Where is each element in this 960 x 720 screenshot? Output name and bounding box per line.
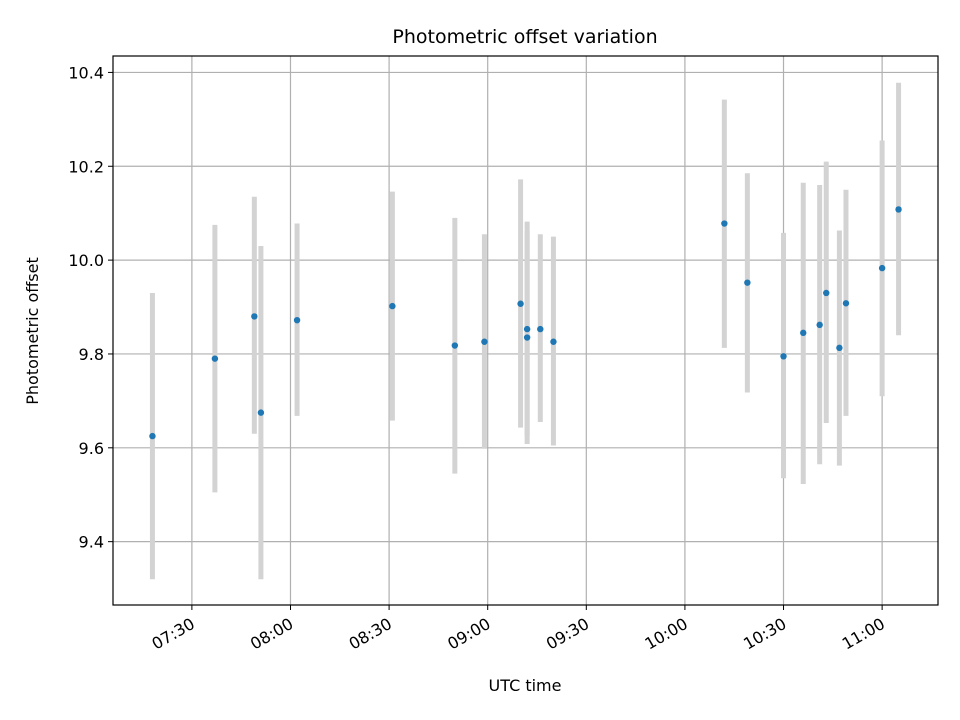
data-point	[451, 342, 459, 349]
data-point	[800, 329, 807, 337]
data-point	[721, 220, 728, 227]
data-point	[523, 325, 531, 333]
y-tick-label: 10.0	[68, 251, 104, 270]
data-point	[149, 432, 156, 440]
data-point	[823, 289, 830, 297]
grid-lines	[113, 56, 938, 605]
data-point	[257, 409, 265, 416]
y-tick-label: 9.6	[79, 439, 104, 458]
plot-frame	[112, 55, 939, 606]
data-point	[251, 313, 258, 320]
data-point	[537, 325, 544, 333]
y-axis-title: Photometric offset	[23, 257, 42, 405]
data-point	[895, 206, 902, 213]
y-tick-label: 10.2	[68, 157, 104, 176]
data-point	[523, 334, 531, 341]
data-point	[842, 300, 850, 307]
data-point	[211, 355, 219, 362]
data-point	[517, 300, 524, 307]
data-point	[836, 344, 843, 352]
data-point	[878, 264, 886, 272]
data-point	[550, 338, 557, 345]
data-point	[481, 338, 488, 345]
data-point	[816, 321, 823, 329]
data-point	[780, 353, 787, 360]
data-point	[744, 279, 751, 286]
chart-title: Photometric offset variation	[392, 26, 657, 48]
y-axis-ticks: 9.4 9.6 9.8 10.0 10.2 10.4	[68, 63, 113, 552]
y-tick-label: 9.8	[79, 345, 104, 364]
data-point	[293, 316, 301, 324]
y-tick-label: 9.4	[79, 533, 104, 552]
data-point	[389, 302, 396, 310]
x-axis-title: UTC time	[489, 676, 562, 695]
y-tick-label: 10.4	[68, 63, 104, 82]
data-points	[149, 206, 902, 440]
